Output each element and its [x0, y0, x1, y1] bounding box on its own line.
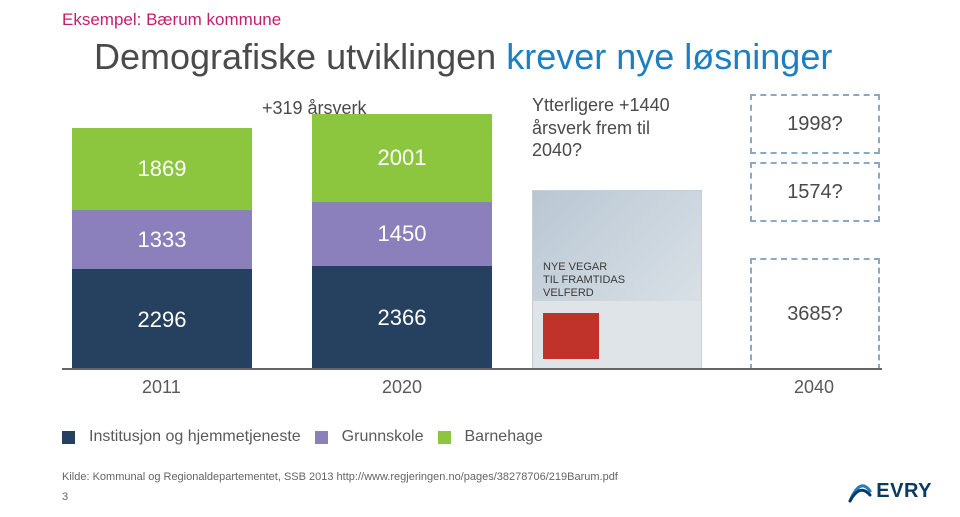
projection-box-institusjon: 3685? [750, 258, 880, 370]
booklet-line: TIL FRAMTIDAS [543, 274, 625, 287]
page-title: Demografiske utviklingen krever nye løsn… [94, 36, 832, 78]
annotation-1440: Ytterligere +1440 årsverk frem til 2040? [532, 94, 670, 162]
bar-column-2020: 2001 1450 2366 [312, 114, 492, 370]
seg-2011-barnehage: 1869 [72, 128, 252, 210]
seg-value: 1450 [378, 221, 427, 247]
seg-value: 2366 [378, 305, 427, 331]
chart-legend: Institusjon og hjemmetjeneste Grunnskole… [62, 428, 543, 446]
seg-2020-barnehage: 2001 [312, 114, 492, 202]
page-number: 3 [62, 491, 68, 503]
example-label: Eksempel: Bærum kommune [62, 10, 281, 30]
annot-line: årsverk frem til [532, 117, 670, 140]
title-accent: krever nye løsninger [506, 36, 832, 77]
projection-label: 1574? [787, 181, 843, 204]
annot-line: Ytterligere +1440 [532, 94, 670, 117]
x-label-2020: 2020 [382, 377, 422, 398]
logo-text: EVRY [876, 480, 932, 503]
projection-label: 1998? [787, 113, 843, 136]
logo-swoosh-icon [848, 481, 872, 503]
legend-swatch-institusjon [62, 431, 75, 444]
booklet-thumbnail: NYE VEGAR TIL FRAMTIDAS VELFERD [532, 190, 702, 370]
legend-swatch-grunnskole [315, 431, 328, 444]
legend-label: Institusjon og hjemmetjeneste [89, 428, 301, 446]
x-label-2011: 2011 [142, 377, 181, 398]
booklet-line: NYE VEGAR [543, 261, 625, 274]
legend-swatch-barnehage [438, 431, 451, 444]
seg-value: 1869 [138, 156, 187, 182]
projection-label: 3685? [787, 303, 843, 326]
legend-label: Barnehage [465, 428, 543, 446]
seg-2011-grunnskole: 1333 [72, 210, 252, 269]
seg-2020-grunnskole: 1450 [312, 202, 492, 266]
projection-box-barnehage: 1998? [750, 94, 880, 154]
booklet-text: NYE VEGAR TIL FRAMTIDAS VELFERD [543, 261, 625, 301]
x-label-2040: 2040 [794, 377, 834, 398]
bar-column-2011: 1869 1333 2296 [72, 128, 252, 370]
source-citation: Kilde: Kommunal og Regionaldepartementet… [62, 471, 618, 483]
seg-value: 1333 [138, 227, 187, 253]
annotation-319: +319 årsverk [262, 98, 367, 119]
chart-area: 1869 1333 2296 2001 1450 2366 +319 årsve… [62, 100, 882, 400]
booklet-line: VELFERD [543, 287, 625, 300]
seg-2020-institusjon: 2366 [312, 266, 492, 370]
annot-line: 2040? [532, 139, 670, 162]
title-plain: Demografiske utviklingen [94, 36, 506, 77]
legend-label: Grunnskole [342, 428, 424, 446]
seg-value: 2296 [138, 307, 187, 333]
chart-baseline [62, 368, 882, 370]
booklet-red-block [543, 313, 599, 359]
seg-2011-institusjon: 2296 [72, 269, 252, 370]
projection-box-grunnskole: 1574? [750, 162, 880, 222]
evry-logo: EVRY [848, 480, 932, 503]
seg-value: 2001 [378, 145, 427, 171]
